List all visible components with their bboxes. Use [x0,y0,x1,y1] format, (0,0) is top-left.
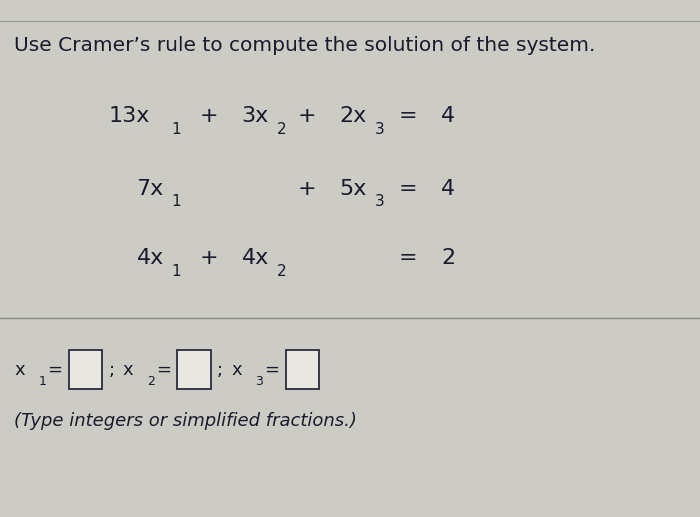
Text: 1: 1 [172,264,181,279]
Text: x: x [14,361,24,378]
Text: 2x: 2x [340,107,367,126]
Text: =: = [399,107,418,126]
Text: 3: 3 [256,375,263,388]
Text: 2: 2 [147,375,155,388]
Text: (Type integers or simplified fractions.): (Type integers or simplified fractions.) [14,413,357,430]
Text: 4: 4 [441,107,455,126]
Text: ;: ; [108,361,115,378]
Text: 4x: 4x [136,249,164,268]
Text: 2: 2 [276,121,286,137]
Text: 3: 3 [374,194,384,209]
Text: +: + [298,179,316,199]
Text: +: + [199,249,218,268]
Text: 13x: 13x [108,107,150,126]
Text: =: = [399,249,418,268]
Text: 3x: 3x [241,107,269,126]
Text: 2: 2 [441,249,455,268]
Text: ;: ; [217,361,223,378]
Text: 1: 1 [172,194,181,209]
Text: x: x [231,361,241,378]
Text: 2: 2 [276,264,286,279]
Text: Use Cramer’s rule to compute the solution of the system.: Use Cramer’s rule to compute the solutio… [14,36,596,55]
Text: 4: 4 [441,179,455,199]
Text: =: = [156,361,171,378]
Text: =: = [399,179,418,199]
Text: +: + [298,107,316,126]
Text: 5x: 5x [340,179,367,199]
Text: 1: 1 [38,375,46,388]
Text: 4x: 4x [241,249,269,268]
Text: x: x [122,361,133,378]
FancyBboxPatch shape [177,351,211,389]
Text: +: + [199,107,218,126]
Text: 1: 1 [172,121,181,137]
Text: 3: 3 [374,121,384,137]
FancyBboxPatch shape [69,351,102,389]
FancyBboxPatch shape [286,351,319,389]
Text: 7x: 7x [136,179,164,199]
Text: =: = [48,361,62,378]
Text: =: = [265,361,279,378]
